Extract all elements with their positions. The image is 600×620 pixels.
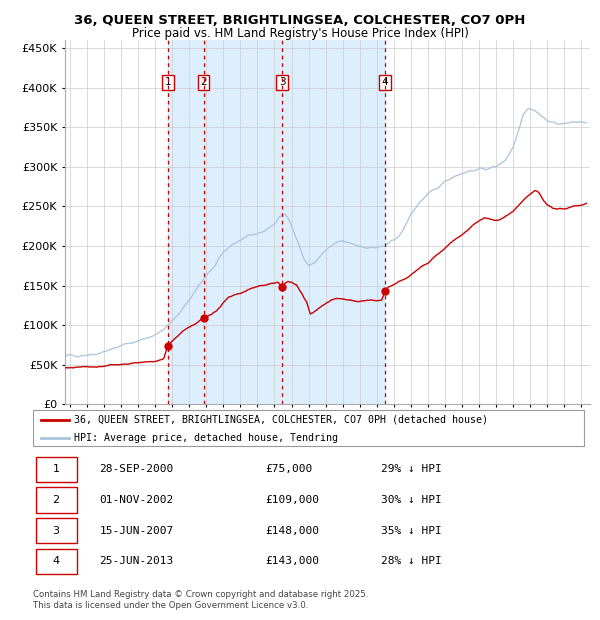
Text: This data is licensed under the Open Government Licence v3.0.: This data is licensed under the Open Gov…: [33, 601, 308, 611]
Text: 28-SEP-2000: 28-SEP-2000: [99, 464, 173, 474]
FancyBboxPatch shape: [36, 518, 77, 543]
Text: Contains HM Land Registry data © Crown copyright and database right 2025.: Contains HM Land Registry data © Crown c…: [33, 590, 368, 600]
Text: 1: 1: [53, 464, 59, 474]
FancyBboxPatch shape: [36, 487, 77, 513]
Text: £143,000: £143,000: [265, 556, 319, 566]
Text: 4: 4: [382, 77, 388, 87]
Text: 29% ↓ HPI: 29% ↓ HPI: [381, 464, 442, 474]
Text: 30% ↓ HPI: 30% ↓ HPI: [381, 495, 442, 505]
Text: 36, QUEEN STREET, BRIGHTLINGSEA, COLCHESTER, CO7 0PH (detached house): 36, QUEEN STREET, BRIGHTLINGSEA, COLCHES…: [74, 415, 488, 425]
Text: 36, QUEEN STREET, BRIGHTLINGSEA, COLCHESTER, CO7 0PH: 36, QUEEN STREET, BRIGHTLINGSEA, COLCHES…: [74, 14, 526, 27]
Text: 15-JUN-2007: 15-JUN-2007: [99, 526, 173, 536]
Text: 01-NOV-2002: 01-NOV-2002: [99, 495, 173, 505]
Text: 2: 2: [53, 495, 60, 505]
Bar: [203, 40, 385, 404]
Text: 4: 4: [53, 556, 60, 566]
Text: 35% ↓ HPI: 35% ↓ HPI: [381, 526, 442, 536]
Text: Price paid vs. HM Land Registry's House Price Index (HPI): Price paid vs. HM Land Registry's House …: [131, 27, 469, 40]
FancyBboxPatch shape: [36, 549, 77, 574]
Text: 3: 3: [279, 77, 286, 87]
Text: 25-JUN-2013: 25-JUN-2013: [99, 556, 173, 566]
Text: 28% ↓ HPI: 28% ↓ HPI: [381, 556, 442, 566]
FancyBboxPatch shape: [36, 456, 77, 482]
FancyBboxPatch shape: [33, 410, 584, 446]
Text: HPI: Average price, detached house, Tendring: HPI: Average price, detached house, Tend…: [74, 433, 338, 443]
Text: £75,000: £75,000: [265, 464, 312, 474]
Text: 2: 2: [200, 77, 207, 87]
Text: £148,000: £148,000: [265, 526, 319, 536]
Text: 1: 1: [164, 77, 171, 87]
Text: 3: 3: [53, 526, 59, 536]
Text: £109,000: £109,000: [265, 495, 319, 505]
Bar: [168, 40, 203, 404]
